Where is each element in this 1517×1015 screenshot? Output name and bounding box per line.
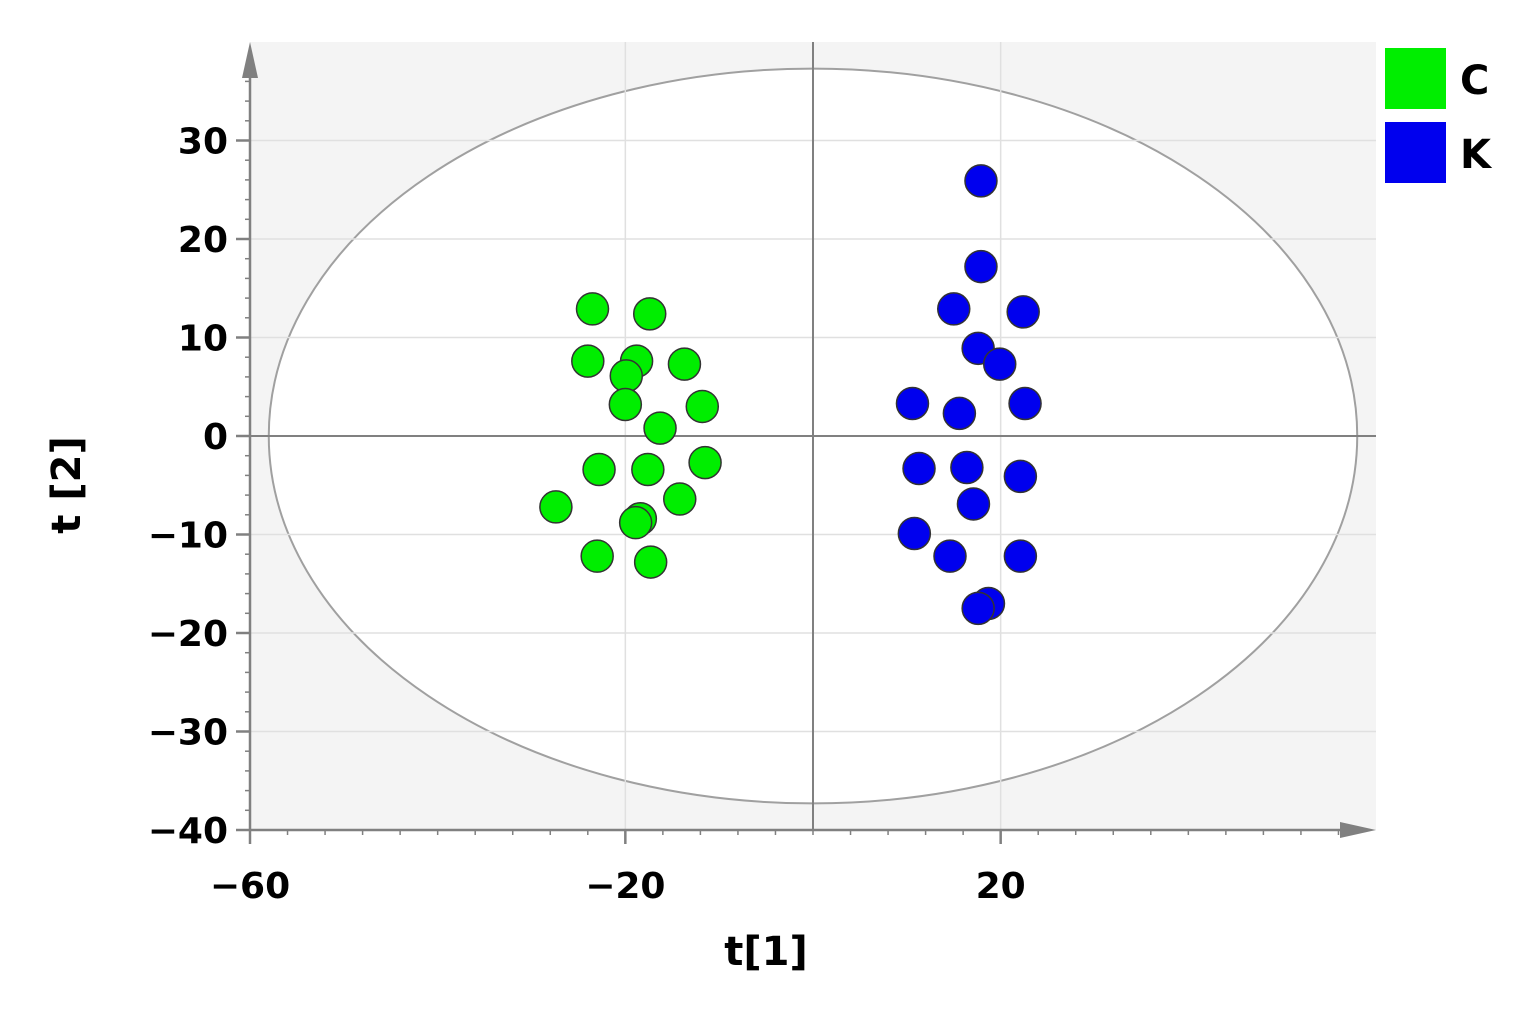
data-point-c [618, 505, 653, 540]
data-point-k [956, 487, 991, 521]
x-axis-arrow [1340, 822, 1376, 838]
legend-label-k: K [1460, 132, 1493, 178]
y-tick-label: −40 [148, 811, 228, 852]
data-point-k [895, 386, 930, 421]
data-point-c [685, 389, 720, 424]
x-tick-label: −20 [585, 866, 665, 907]
y-tick-label: 0 [203, 417, 228, 458]
data-point-k [1006, 295, 1040, 329]
data-point-c [582, 452, 616, 487]
data-point-k [933, 539, 967, 573]
legend: C K [1385, 48, 1493, 183]
data-point-c [663, 482, 697, 516]
x-tick-labels: −60 −20 20 [210, 866, 1026, 907]
data-point-k [942, 396, 977, 431]
y-tick-label: −10 [148, 516, 228, 557]
data-point-k [1003, 539, 1038, 573]
data-point-c [633, 545, 668, 579]
data-point-c [571, 344, 605, 378]
data-point-k [964, 249, 998, 284]
y-tick-label: 20 [178, 220, 228, 261]
y-tick-label: 30 [178, 122, 228, 163]
data-points [539, 164, 1042, 626]
y-axis-title: t [2] [44, 436, 90, 533]
data-point-c [632, 297, 667, 331]
data-point-c [667, 347, 702, 381]
x-tick-label: 20 [976, 866, 1026, 907]
data-point-k [902, 451, 936, 486]
data-point-k [964, 164, 998, 198]
data-point-k [950, 450, 984, 485]
minor-ticks [245, 80, 1340, 835]
data-point-c [608, 387, 643, 422]
y-tick-label: 10 [178, 319, 228, 360]
data-point-c [539, 490, 573, 524]
data-point-k [961, 591, 995, 626]
legend-swatch-c [1385, 48, 1446, 109]
data-point-c [575, 292, 610, 326]
y-axis-arrow [242, 42, 258, 78]
legend-label-c: C [1460, 58, 1489, 104]
legend-swatch-k [1385, 122, 1446, 183]
y-tick-labels: 30 20 10 0 −10 −20 −30 −40 [148, 122, 228, 853]
y-tick-label: −30 [148, 713, 228, 754]
data-point-k [897, 516, 932, 551]
data-point-c [643, 411, 677, 445]
axes [242, 42, 1376, 838]
zero-lines [250, 42, 1376, 830]
major-ticks [236, 139, 1002, 844]
data-point-k [1003, 459, 1038, 494]
data-point-c [580, 539, 614, 573]
data-point-c [631, 452, 665, 487]
data-point-k [982, 347, 1017, 381]
data-point-c [688, 445, 722, 480]
data-point-c [609, 359, 644, 393]
x-tick-label: −60 [210, 866, 290, 907]
data-point-k [937, 292, 971, 326]
y-tick-label: −20 [148, 614, 228, 655]
x-axis-title: t[1] [724, 929, 808, 975]
data-point-k [1008, 386, 1042, 421]
